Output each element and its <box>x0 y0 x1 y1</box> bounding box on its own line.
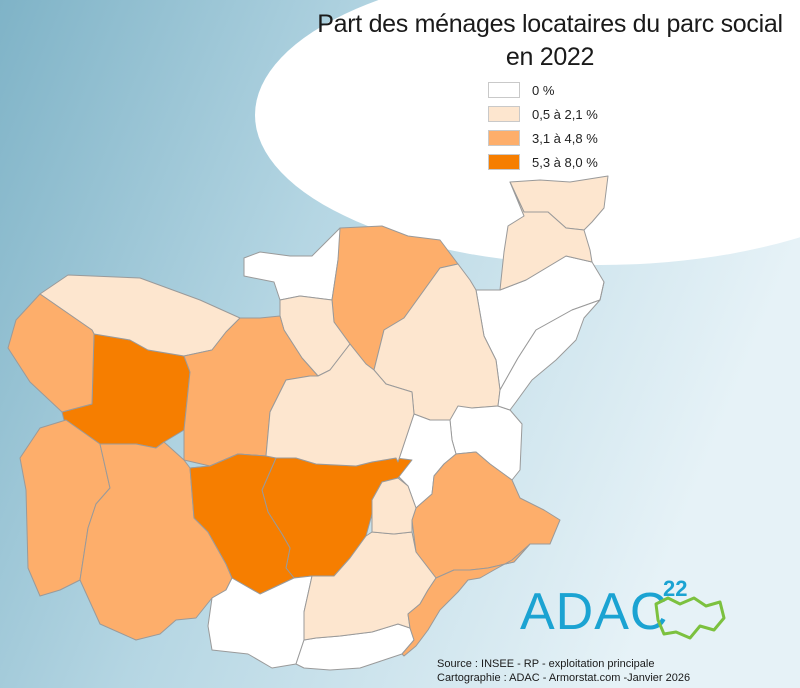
commune-y <box>497 281 605 411</box>
legend-label-1: 0,5 à 2,1 % <box>532 106 598 122</box>
legend-swatch-2 <box>488 130 520 146</box>
legend: 0 % 0,5 à 2,1 % 3,1 à 4,8 % 5,3 à 8,0 % <box>488 78 598 174</box>
title-line-1: Part des ménages locataires du parc soci… <box>317 10 783 38</box>
title-line-2: en 2022 <box>505 43 595 71</box>
legend-label-3: 5,3 à 8,0 % <box>532 154 598 170</box>
logo-text: ADAC <box>520 583 669 641</box>
commune-n <box>499 181 593 291</box>
commune-x <box>265 343 415 467</box>
legend-item: 0 % <box>488 78 598 102</box>
adac-logo: ADAC 22 <box>520 576 726 646</box>
legend-swatch-0 <box>488 82 520 98</box>
legend-swatch-3 <box>488 154 520 170</box>
commune-h <box>7 293 95 413</box>
commune-z <box>401 543 531 657</box>
legend-item: 0,5 à 2,1 % <box>488 102 598 126</box>
legend-item: 5,3 à 8,0 % <box>488 150 598 174</box>
source-note: Source : INSEE - RP - exploitation princ… <box>437 657 690 685</box>
source-line-1: Source : INSEE - RP - exploitation princ… <box>437 658 655 670</box>
legend-label-2: 3,1 à 4,8 % <box>532 130 598 146</box>
commune-w <box>371 477 417 535</box>
legend-item: 3,1 à 4,8 % <box>488 126 598 150</box>
commune-s <box>189 453 295 595</box>
logo-outline-icon <box>654 596 726 640</box>
source-line-2: Cartographie : ADAC - Armorstat.com -Jan… <box>437 672 691 684</box>
map-communes <box>7 175 609 671</box>
title-bubble <box>255 0 800 265</box>
map-title: Part des ménages locataires du parc soci… <box>300 8 800 74</box>
legend-label-0: 0 % <box>532 82 555 98</box>
legend-swatch-1 <box>488 106 520 122</box>
logo-number: 22 <box>663 576 688 601</box>
